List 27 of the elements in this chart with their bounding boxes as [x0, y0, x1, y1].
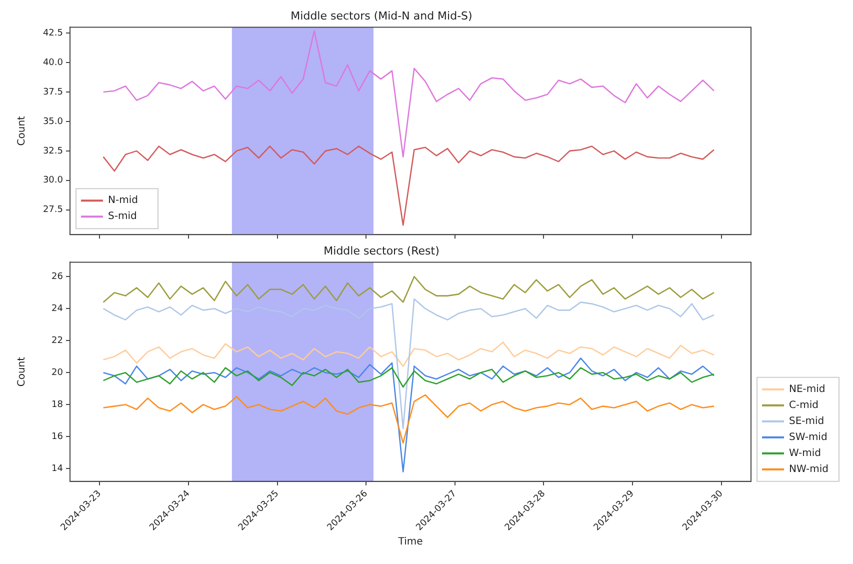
y-axis-title: Count — [16, 116, 28, 146]
legend-label: SW-mid — [789, 432, 828, 443]
legend-label: NW-mid — [789, 464, 828, 475]
y-axis-title: Count — [16, 356, 28, 387]
y-tick-label: 26 — [52, 272, 64, 282]
y-tick-label: 35.0 — [42, 116, 64, 127]
y-tick-label: 20 — [52, 368, 64, 378]
y-tick-label: 37.5 — [42, 87, 63, 98]
chart-title: Middle sectors (Mid-N and Mid-S) — [290, 9, 472, 22]
y-tick-label: 42.5 — [42, 28, 63, 38]
x-axis-title: Time — [397, 536, 423, 548]
y-tick-label: 32.5 — [42, 146, 63, 156]
y-tick-label: 18 — [52, 400, 64, 410]
y-tick-label: 14 — [52, 464, 64, 474]
legend-label: W-mid — [789, 448, 821, 459]
legend-label: NE-mid — [789, 384, 826, 395]
y-tick-label: 27.5 — [42, 205, 63, 216]
y-tick-label: 30.0 — [42, 176, 64, 186]
legend-label: N-mid — [108, 195, 138, 206]
legend-label: SE-mid — [789, 416, 824, 427]
y-tick-label: 22 — [52, 336, 63, 346]
y-tick-label: 24 — [52, 304, 64, 314]
y-tick-label: 16 — [52, 432, 64, 442]
legend-label: C-mid — [789, 400, 818, 411]
y-tick-label: 40.0 — [42, 58, 64, 68]
legend-label: S-mid — [108, 211, 137, 222]
chart-title: Middle sectors (Rest) — [324, 244, 440, 258]
